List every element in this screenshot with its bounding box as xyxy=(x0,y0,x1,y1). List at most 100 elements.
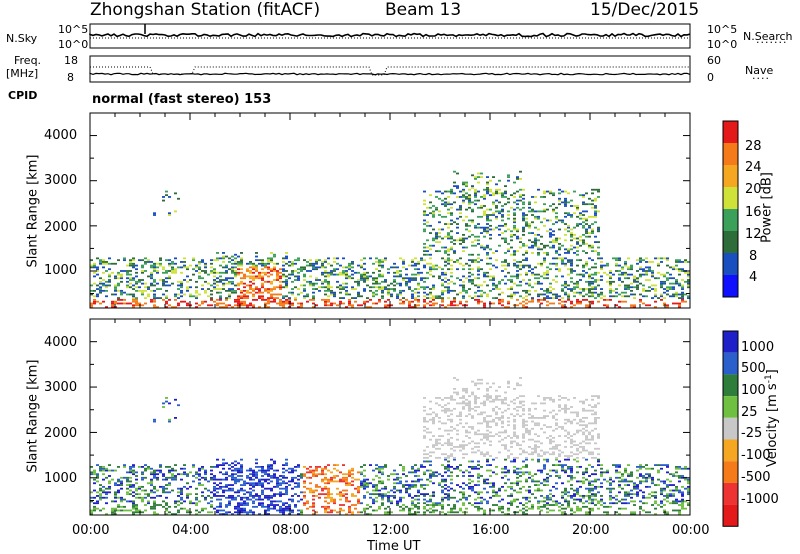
velocity-cell xyxy=(435,438,438,441)
power-cell xyxy=(591,277,594,280)
power-cell xyxy=(216,304,219,307)
velocity-cell xyxy=(546,504,549,506)
velocity-cell xyxy=(405,505,408,508)
power-cell xyxy=(678,284,681,287)
power-cell xyxy=(564,286,567,289)
velocity-cell xyxy=(324,487,327,490)
power-cell xyxy=(417,295,420,298)
velocity-cell xyxy=(99,498,102,501)
velocity-cell xyxy=(402,507,405,510)
velocity-cell xyxy=(345,496,348,499)
power-cell xyxy=(504,237,507,240)
velocity-cell xyxy=(519,475,522,477)
power-cell xyxy=(261,275,264,278)
velocity-cell xyxy=(204,473,207,476)
power-cell xyxy=(300,291,303,294)
power-cell xyxy=(327,262,330,265)
velocity-cell xyxy=(459,449,462,452)
power-cell xyxy=(615,257,618,260)
velocity-cell xyxy=(150,507,153,510)
velocity-cell xyxy=(534,484,537,486)
power-cell xyxy=(456,268,459,271)
velocity-cell xyxy=(342,473,345,476)
power-cell xyxy=(561,201,564,204)
power-cell xyxy=(240,289,243,292)
power-cell xyxy=(219,298,222,301)
velocity-cell xyxy=(372,469,375,472)
velocity-cell xyxy=(228,511,231,514)
velocity-cell xyxy=(474,384,477,387)
power-cell xyxy=(345,289,348,292)
power-cell xyxy=(183,261,186,263)
power-cell xyxy=(681,286,684,289)
power-cell xyxy=(498,293,501,296)
power-cell xyxy=(294,297,297,299)
velocity-cell xyxy=(375,496,378,499)
velocity-cell xyxy=(564,440,567,443)
velocity-cell xyxy=(285,464,288,466)
velocity-cell xyxy=(480,411,483,414)
velocity-cell xyxy=(531,420,534,423)
power-cell xyxy=(681,293,684,296)
velocity-cell xyxy=(372,489,375,492)
power-cell xyxy=(126,270,129,272)
power-cell xyxy=(582,250,585,253)
power-cell xyxy=(252,275,255,278)
power-cell xyxy=(546,252,549,254)
velocity-cell xyxy=(378,482,381,485)
power-cell xyxy=(105,261,108,263)
velocity-cell xyxy=(498,495,501,497)
velocity-cell xyxy=(108,485,111,488)
power-cell xyxy=(411,306,414,308)
power-cell xyxy=(201,277,204,280)
power-cell xyxy=(267,297,270,299)
velocity-cell xyxy=(342,493,345,496)
velocity-cell xyxy=(504,475,507,477)
velocity-cell xyxy=(483,480,486,483)
power-cell xyxy=(405,277,408,280)
power-cell xyxy=(321,282,324,285)
velocity-cell xyxy=(273,460,276,463)
power-cell xyxy=(627,288,630,290)
power-cell xyxy=(297,302,300,305)
velocity-cell xyxy=(117,480,120,483)
power-cell xyxy=(453,298,456,301)
power-cell xyxy=(123,270,126,272)
velocity-cell xyxy=(285,487,288,490)
power-cell xyxy=(414,264,417,267)
velocity-cell xyxy=(546,426,549,428)
power-cell xyxy=(549,228,552,231)
power-cell xyxy=(525,291,528,294)
velocity-cell xyxy=(504,429,507,432)
power-cell xyxy=(258,288,261,290)
power-cell xyxy=(591,230,594,233)
power-cell xyxy=(153,306,156,308)
power-cell xyxy=(585,261,588,263)
velocity-cell xyxy=(516,473,519,476)
velocity-cell xyxy=(537,500,540,503)
velocity-cell xyxy=(108,487,111,490)
power-cell xyxy=(567,201,570,204)
velocity-cell xyxy=(126,484,129,486)
power-cell xyxy=(654,293,657,296)
power-cell xyxy=(372,282,375,285)
power-cell xyxy=(426,221,429,224)
power-cell xyxy=(591,244,594,247)
power-cell xyxy=(423,259,426,262)
velocity-cell xyxy=(540,509,543,512)
power-cell xyxy=(483,212,486,215)
power-cell xyxy=(408,264,411,267)
power-cell xyxy=(447,286,450,289)
power-cell xyxy=(453,304,456,307)
power-cell xyxy=(231,277,234,280)
velocity-cell xyxy=(552,469,555,472)
power-cell xyxy=(588,226,591,229)
power-cell xyxy=(588,282,591,285)
power-cell xyxy=(381,259,384,262)
velocity-cell xyxy=(255,493,258,496)
power-cell xyxy=(489,188,492,191)
power-cell xyxy=(555,262,558,265)
power-cell xyxy=(528,266,531,269)
velocity-cell xyxy=(198,478,201,481)
power-cell xyxy=(450,212,453,215)
